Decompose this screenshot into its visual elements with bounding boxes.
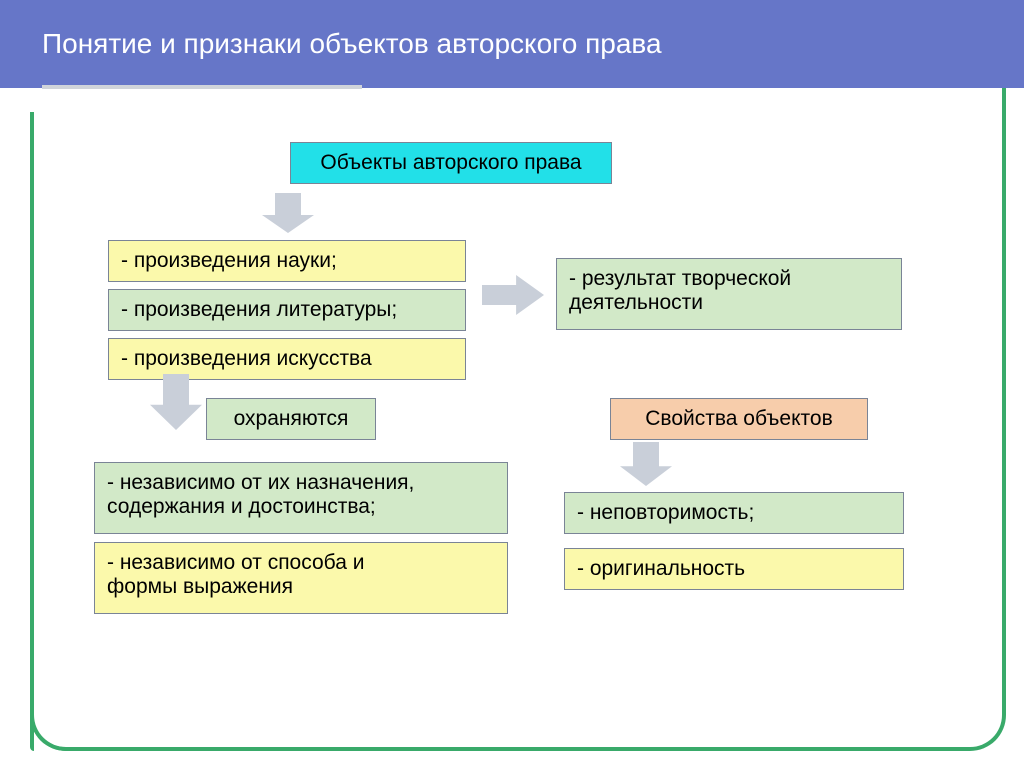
slide-title: Понятие и признаки объектов авторского п…: [42, 28, 662, 59]
arrow-right-icon: [482, 275, 544, 315]
node-works-literature: - произведения литературы;: [108, 289, 466, 331]
content-frame-corner: [30, 711, 70, 751]
node-works-science: - произведения науки;: [108, 240, 466, 282]
arrow-down-icon: [150, 374, 202, 430]
node-protected-2: - независимо от способа иформы выражения: [94, 542, 508, 614]
content-frame-left: [30, 112, 34, 751]
node-prop-unique: - неповторимость;: [564, 492, 904, 534]
slide-header: Понятие и признаки объектов авторского п…: [0, 0, 1024, 88]
node-protected-label: охраняются: [206, 398, 376, 440]
arrow-down-icon: [262, 193, 314, 233]
node-prop-original: - оригинальность: [564, 548, 904, 590]
node-properties-title: Свойства объектов: [610, 398, 868, 440]
header-underline: [42, 85, 362, 89]
node-protected-1: - независимо от их назначения,содержания…: [94, 462, 508, 534]
node-result: - результат творческойдеятельности: [556, 258, 902, 330]
node-root: Объекты авторского права: [290, 142, 612, 184]
arrow-down-icon: [620, 442, 672, 486]
